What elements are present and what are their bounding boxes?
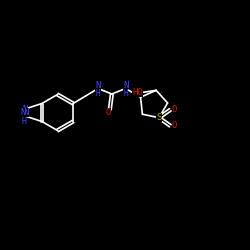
Text: O: O — [172, 121, 177, 130]
Text: H: H — [123, 88, 128, 98]
Text: N: N — [22, 104, 28, 114]
Text: H: H — [96, 88, 100, 98]
Text: O: O — [106, 108, 111, 117]
Text: N: N — [96, 82, 101, 90]
Text: N: N — [24, 108, 29, 117]
Text: S: S — [156, 113, 162, 122]
Text: N: N — [21, 108, 26, 117]
Text: HO: HO — [132, 88, 143, 97]
Text: N: N — [123, 82, 128, 90]
Text: O: O — [172, 105, 177, 114]
Text: H: H — [21, 117, 26, 126]
